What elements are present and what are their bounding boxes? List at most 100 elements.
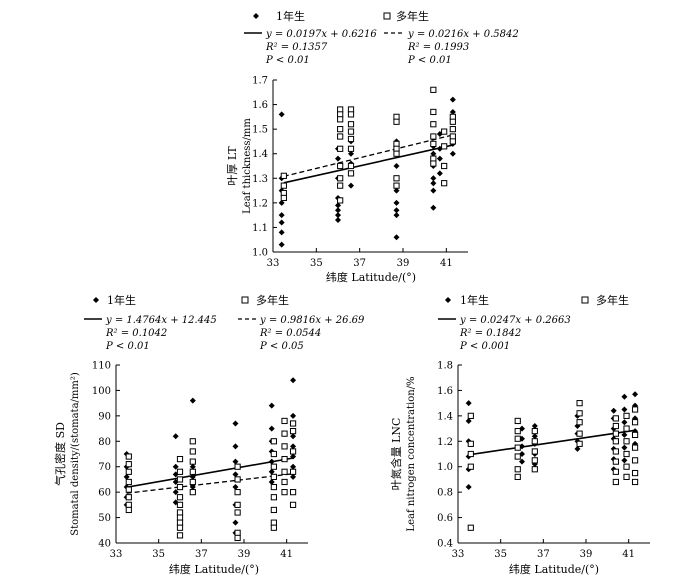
point-perennial [289,428,297,435]
point-annual [348,182,354,189]
point-perennial [449,118,456,125]
point-annual [290,453,297,460]
point-perennial [337,182,344,189]
legend-lnc-perennial-marker [581,296,589,304]
point-annual [290,412,297,419]
point-perennial [289,489,297,496]
point-annual [574,445,581,452]
point-perennial [393,175,400,182]
point-perennial [270,483,277,491]
point-perennial [393,182,400,189]
point-perennial [281,443,288,450]
point-perennial [270,519,277,526]
point-perennial [467,463,474,470]
legend-lt-perennial-label: 多年生 [396,9,429,23]
point-annual [632,391,639,398]
x-tick-label: 33 [452,549,465,560]
point-perennial [514,473,521,480]
point-perennial [631,431,639,439]
x-axis-label-sd: 纬度 Latitude/(°) [169,562,259,576]
point-annual [232,443,239,450]
point-annual [172,433,179,440]
y-tick-label: 110 [92,361,111,372]
x-axis-label-lnc: 纬度 Latitude/(°) [509,562,599,576]
point-perennial [623,438,630,445]
point-annual [278,219,285,226]
x-tick-label: 37 [195,549,208,560]
legend-lt-perennial-eq: y = 0.0216x + 0.5842 [407,29,519,40]
point-perennial [337,116,344,123]
legend-lt-annual-eq: y = 0.0197x + 0.6216 [265,29,377,40]
point-perennial [531,428,538,435]
x-ticks-lt: 33 35 37 39 41 [267,248,453,269]
point-annual [278,111,285,118]
x-tick-label: 35 [494,549,507,560]
point-annual [393,212,400,219]
point-perennial [576,440,583,447]
point-annual [610,407,617,414]
point-annual [621,419,628,426]
y-tick-label: 1.8 [437,361,453,372]
point-perennial [514,417,521,425]
point-perennial [125,453,132,460]
point-perennial [430,86,437,93]
point-perennial [514,428,521,435]
y-axis-label-sd-en: Stomatal density/(stomata/mm²) [70,372,81,536]
point-perennial [576,430,583,437]
legend-lt: 1年生 y = 0.0197x + 0.6216 R² = 0.1357 P <… [244,9,519,66]
point-perennial [176,468,184,475]
x-tick-label: 33 [267,258,280,269]
point-perennial [234,476,241,483]
point-perennial [234,501,241,508]
point-annual [621,406,628,413]
point-annual [278,199,285,206]
point-perennial [347,162,355,170]
point-annual [268,425,275,432]
point-perennial [623,450,630,458]
point-perennial [337,197,344,204]
legend-lnc-annual-r2: R² = 0.1842 [459,328,521,339]
point-perennial [125,468,132,475]
point-annual [465,417,472,424]
point-perennial [631,406,639,413]
point-perennial [270,438,277,445]
point-perennial [441,162,448,170]
legend-sd-perennial-r2: R² = 0.0544 [259,328,321,339]
point-perennial [337,126,344,133]
y-tick-label: 1.1 [252,223,268,234]
point-annual [335,212,341,219]
point-perennial [176,455,184,463]
x-tick-label: 35 [152,549,165,560]
point-perennial [393,118,400,125]
point-perennial [289,501,297,508]
y-tick-label: 1.3 [252,174,268,185]
panel-sd: 1年生 y = 1.4764x + 12.445 R² = 0.1042 P <… [53,293,365,576]
point-perennial [189,489,196,496]
point-perennial [612,458,619,465]
point-perennial [623,463,630,470]
point-perennial [441,180,448,187]
point-perennial [337,133,344,140]
point-annual [290,443,297,450]
y-tick-label: 40 [98,539,111,550]
legend-lt-annual-marker [253,13,259,19]
point-annual [393,163,400,169]
point-perennial [531,457,538,464]
point-annual [436,170,443,177]
point-annual [430,187,437,194]
point-perennial [281,489,288,496]
point-perennial [576,410,583,417]
point-perennial [612,415,619,422]
point-perennial [430,108,437,116]
fit-lines-lnc [468,429,636,456]
point-perennial [189,448,196,455]
y-tick-label: 1.2 [252,198,268,209]
point-annual [393,199,400,206]
point-perennial [270,524,277,531]
y-tick-label: 1.7 [252,76,268,87]
x-tick-label: 37 [353,258,366,269]
point-perennial [347,135,355,143]
legend-lt-perennial-p: P < 0.01 [407,55,452,66]
point-annual [465,400,472,407]
point-annual [268,478,275,485]
